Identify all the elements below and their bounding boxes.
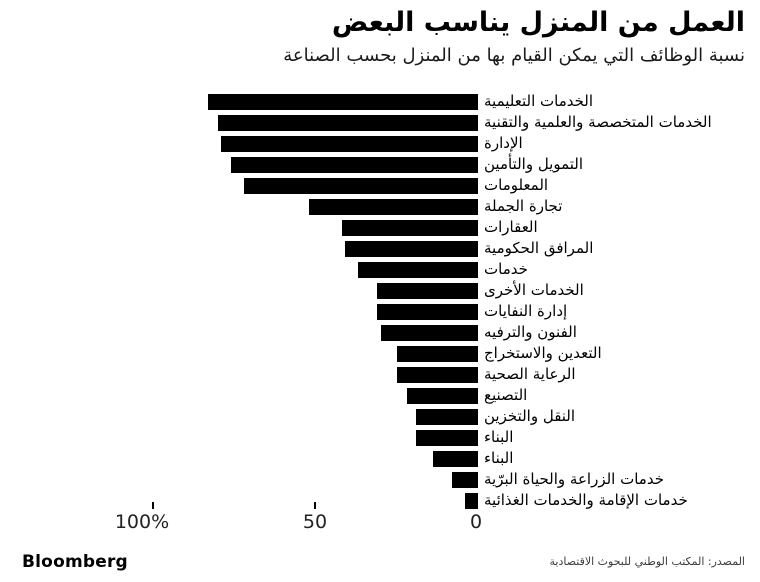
bar-label: خدمات <box>484 260 528 278</box>
bar-row: التصنيع <box>0 385 760 406</box>
bar-row: الخدمات المتخصصة والعلمية والتقنية <box>0 112 760 133</box>
bar <box>396 345 478 362</box>
bar-track <box>0 282 478 299</box>
bar-track <box>0 366 478 383</box>
bar <box>244 177 478 194</box>
bar <box>465 492 478 509</box>
bar-row: الخدمات التعليمية <box>0 91 760 112</box>
axis-label-0: 0 <box>469 511 483 533</box>
bar-label: خدمات الإقامة والخدمات الغذائية <box>484 491 688 509</box>
bar-label: البناء <box>484 428 514 446</box>
bar <box>416 408 478 425</box>
bar <box>377 282 478 299</box>
chart-subtitle: نسبة الوظائف التي يمكن القيام بها من الم… <box>283 44 745 66</box>
bar-track <box>0 240 478 257</box>
bar-label: التعدين والاستخراج <box>484 344 602 362</box>
bar <box>432 450 478 467</box>
bar-track <box>0 429 478 446</box>
bar-label: التصنيع <box>484 386 528 404</box>
bar-row: الخدمات الأخرى <box>0 280 760 301</box>
bar <box>380 324 478 341</box>
source-text: المصدر: المكتب الوطني للبحوث الاقتصادية <box>549 555 746 568</box>
bar <box>218 114 478 131</box>
chart-header: العمل من المنزل يناسب البعض نسبة الوظائف… <box>15 6 745 67</box>
bar-row: إدارة النفايات <box>0 301 760 322</box>
bar-track <box>0 177 478 194</box>
bar-chart-plot: الخدمات التعليمية الخدمات المتخصصة والعلم… <box>0 91 760 511</box>
bar <box>377 303 478 320</box>
bar-label: الإدارة <box>484 134 523 152</box>
bar-label: الخدمات التعليمية <box>484 92 594 110</box>
bloomberg-logo: Bloomberg <box>22 552 128 572</box>
bar-track <box>0 387 478 404</box>
bar-label: الفنون والترفيه <box>484 323 577 341</box>
bar-row: الرعاية الصحية <box>0 364 760 385</box>
bar-row: الفنون والترفيه <box>0 322 760 343</box>
bar <box>341 219 478 236</box>
bar-row: المرافق الحكومية <box>0 238 760 259</box>
bar <box>416 429 478 446</box>
bar-track <box>0 303 478 320</box>
bar-row: التعدين والاستخراج <box>0 343 760 364</box>
chart-title: العمل من المنزل يناسب البعض <box>331 7 745 38</box>
bar-row: خدمات <box>0 259 760 280</box>
bar-row: خدمات الإقامة والخدمات الغذائية <box>0 490 760 511</box>
bar-label: العقارات <box>484 218 538 236</box>
bar-track <box>0 219 478 236</box>
bar-label: الخدمات المتخصصة والعلمية والتقنية <box>484 113 712 131</box>
bar <box>452 471 478 488</box>
bar-label: تجارة الجملة <box>484 197 563 215</box>
bar-track <box>0 492 478 509</box>
bar <box>396 366 478 383</box>
bar-track <box>0 450 478 467</box>
bar-label: خدمات الزراعة والحياة البرّية <box>484 470 664 488</box>
bar-label: المعلومات <box>484 176 549 194</box>
bar-track <box>0 345 478 362</box>
bar-label: إدارة النفايات <box>484 302 568 320</box>
bar-track <box>0 324 478 341</box>
bar <box>406 387 478 404</box>
bar <box>231 156 478 173</box>
bar-label: البناء <box>484 449 514 467</box>
bar-row: خدمات الزراعة والحياة البرّية <box>0 469 760 490</box>
bar-row: البناء <box>0 427 760 448</box>
bar-track <box>0 93 478 110</box>
bar-track <box>0 135 478 152</box>
axis-label-100: 100% <box>114 511 170 533</box>
bar-row: النقل والتخزين <box>0 406 760 427</box>
bar-row: التمويل والتأمين <box>0 154 760 175</box>
bar-label: الخدمات الأخرى <box>484 281 584 299</box>
bar-track <box>0 198 478 215</box>
bar <box>221 135 478 152</box>
bar-label: الرعاية الصحية <box>484 365 576 383</box>
bar-track <box>0 261 478 278</box>
bar <box>344 240 478 257</box>
bar-track <box>0 471 478 488</box>
bar <box>357 261 478 278</box>
bar-track <box>0 114 478 131</box>
axis-label-50: 50 <box>302 511 328 533</box>
bar-row: البناء <box>0 448 760 469</box>
bar-label: النقل والتخزين <box>484 407 576 425</box>
bar-label: المرافق الحكومية <box>484 239 594 257</box>
bar-row: الإدارة <box>0 133 760 154</box>
bar-row: العقارات <box>0 217 760 238</box>
bar-track <box>0 408 478 425</box>
bar-row: تجارة الجملة <box>0 196 760 217</box>
bar-row: المعلومات <box>0 175 760 196</box>
bar <box>208 93 478 110</box>
bar-track <box>0 156 478 173</box>
bar-label: التمويل والتأمين <box>484 155 584 173</box>
bar <box>309 198 478 215</box>
